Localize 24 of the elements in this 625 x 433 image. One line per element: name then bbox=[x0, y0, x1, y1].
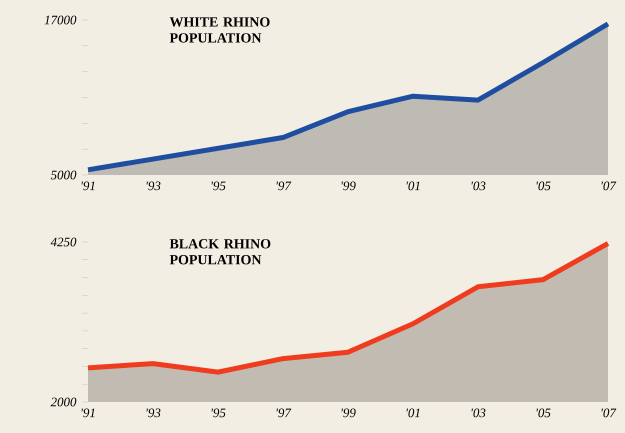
x-tick-label: '03 bbox=[472, 182, 486, 190]
x-tick-label: '97 bbox=[276, 182, 292, 190]
x-tick-label: '07 bbox=[602, 182, 616, 190]
x-tick-label: '91 bbox=[82, 408, 94, 418]
x-tick-label: '99 bbox=[342, 182, 356, 190]
chart-title: WHITE RHINO POPULATION bbox=[170, 17, 270, 43]
x-tick-label: '99 bbox=[342, 408, 356, 418]
y-tick-label: 17000 bbox=[44, 16, 76, 24]
x-tick-label: '95 bbox=[212, 408, 226, 418]
y-tick-label: 4250 bbox=[50, 238, 76, 246]
x-tick-label: '01 bbox=[406, 182, 420, 190]
x-tick-label: '95 bbox=[212, 182, 226, 190]
y-tick-label: 5000 bbox=[50, 170, 76, 180]
x-tick-label: '03 bbox=[472, 408, 486, 418]
x-tick-label: '05 bbox=[536, 408, 550, 418]
x-tick-label: '93 bbox=[146, 408, 160, 418]
x-tick-label: '97 bbox=[276, 408, 292, 418]
x-tick-label: '05 bbox=[536, 182, 550, 190]
x-tick-label: '07 bbox=[602, 408, 616, 418]
chart-title: BLACK RHINO POPULATION bbox=[170, 239, 270, 264]
x-tick-label: '93 bbox=[146, 182, 160, 190]
y-tick-label: 2000 bbox=[50, 398, 76, 406]
x-tick-label: '91 bbox=[82, 182, 94, 190]
x-tick-label: '01 bbox=[406, 408, 420, 418]
